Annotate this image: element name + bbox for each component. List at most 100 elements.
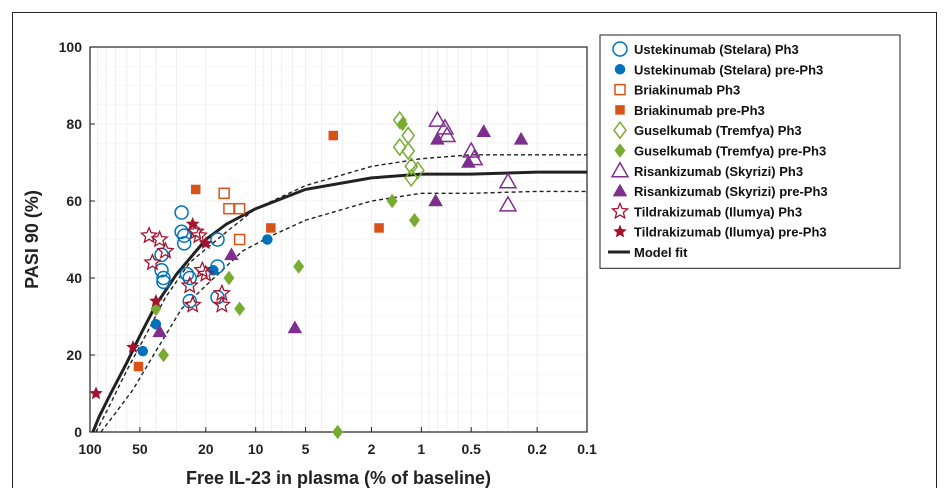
risankizumab-skyrizi-pre-ph3-point	[152, 324, 167, 338]
ustekinumab-stelara-pre-ph3-point	[208, 265, 219, 276]
guselkumab-tremfya-ph3-point	[404, 168, 419, 188]
tildrakizumab-ilumya-ph3-point	[193, 260, 212, 279]
legend-label-ustekinumab-stelara-ph3: Ustekinumab (Stelara) Ph3	[634, 42, 799, 57]
legend-marker-risankizumab-skyrizi-ph3	[610, 161, 630, 178]
tildrakizumab-ilumya-ph3-point	[143, 252, 162, 271]
guselkumab-tremfya-pre-ph3-point	[223, 270, 235, 286]
x-tick-label: 20	[198, 441, 214, 457]
guselkumab-tremfya-pre-ph3-point	[158, 347, 169, 363]
tildrakizumab-ilumya-pre-ph3-point	[126, 340, 140, 354]
risankizumab-skyrizi-ph3-point	[435, 118, 455, 135]
legend-marker-guselkumab-tremfya-ph3	[613, 120, 627, 140]
y-tick-label: 100	[59, 39, 83, 55]
briakinumab-ph3-point	[223, 202, 235, 215]
legend-label-briakinumab-pre-ph3: Briakinumab pre-Ph3	[634, 103, 765, 118]
model-fit-layer	[91, 154, 587, 433]
briakinumab-pre-ph3-point	[266, 223, 276, 233]
guselkumab-tremfya-ph3-point	[392, 137, 407, 157]
ustekinumab-stelara-ph3-point	[176, 236, 192, 251]
risankizumab-skyrizi-pre-ph3-point	[513, 131, 529, 145]
briakinumab-pre-ph3-point	[374, 223, 384, 233]
legend-label-risankizumab-skyrizi-ph3: Risankizumab (Skyrizi) Ph3	[634, 164, 803, 179]
ustekinumab-stelara-ph3-point	[176, 228, 192, 243]
guselkumab-tremfya-ph3-point	[410, 160, 425, 180]
legend-marker-tildrakizumab-ilumya-pre-ph3	[613, 224, 627, 238]
guselkumab-tremfya-ph3-point	[404, 157, 419, 176]
guselkumab-tremfya-pre-ph3-point	[386, 193, 398, 209]
y-tick-label: 20	[66, 347, 82, 363]
risankizumab-skyrizi-ph3-point	[498, 195, 518, 212]
guselkumab-tremfya-ph3-point	[401, 126, 416, 145]
y-tick-label: 0	[74, 424, 82, 440]
ustekinumab-stelara-ph3-point	[182, 293, 197, 309]
tildrakizumab-ilumya-pre-ph3-point	[185, 216, 200, 230]
briakinumab-ph3-point	[233, 233, 246, 246]
ustekinumab-stelara-ph3-point	[174, 224, 189, 240]
guselkumab-tremfya-pre-ph3-point	[409, 213, 420, 228]
legend-label-tildrakizumab-ilumya-ph3: Tildrakizumab (Ilumya) Ph3	[634, 204, 802, 219]
legend-label-guselkumab-tremfya-ph3: Guselkumab (Tremfya) Ph3	[634, 123, 802, 138]
ustekinumab-stelara-ph3-point	[154, 263, 169, 278]
briakinumab-pre-ph3-point	[328, 130, 339, 141]
briakinumab-ph3-point	[233, 202, 246, 215]
ustekinumab-stelara-ph3-point	[182, 270, 197, 286]
legend: Ustekinumab (Stelara) Ph3 Ustekinumab (St…	[599, 34, 901, 269]
briakinumab-ph3-point	[218, 187, 230, 200]
tick-labels: 100 50 20 10 5 2 1 0.5 0.2 0.1 0 20 40 60 80 100	[59, 39, 597, 457]
risankizumab-skyrizi-ph3-point	[498, 172, 518, 189]
tildrakizumab-ilumya-pre-ph3-point	[149, 293, 163, 307]
tildrakizumab-ilumya-ph3-point	[139, 226, 159, 244]
tildrakizumab-ilumya-ph3-point	[212, 295, 232, 313]
tildrakizumab-ilumya-pre-ph3-point	[89, 386, 103, 400]
x-tick-label: 2	[368, 441, 376, 457]
ustekinumab-stelara-pre-ph3-point	[137, 345, 149, 357]
guselkumab-tremfya-pre-ph3-point	[293, 259, 305, 274]
y-tick-label: 60	[66, 193, 82, 209]
ustekinumab-stelara-ph3-point	[210, 232, 225, 247]
ustekinumab-stelara-ph3-point	[179, 266, 195, 282]
briakinumab-pre-ph3-point	[190, 184, 201, 195]
x-tick-label: 1	[417, 441, 425, 457]
model-fit-curve	[91, 170, 587, 433]
risankizumab-skyrizi-ph3-point	[437, 126, 457, 143]
risankizumab-skyrizi-ph3-point	[464, 149, 484, 166]
tildrakizumab-ilumya-ph3-point	[183, 295, 202, 313]
x-tick-label: 0.2	[527, 441, 547, 457]
data-points-layer	[89, 110, 529, 440]
guselkumab-tremfya-ph3-point	[392, 110, 407, 130]
tildrakizumab-ilumya-ph3-point	[180, 276, 199, 294]
x-tick-label: 100	[78, 441, 102, 457]
risankizumab-skyrizi-pre-ph3-point	[476, 124, 492, 137]
risankizumab-skyrizi-pre-ph3-point	[461, 154, 476, 168]
legend-label-ustekinumab-stelara-pre-ph3: Ustekinumab (Stelara) pre-Ph3	[634, 62, 823, 77]
x-tick-label: 0.1	[577, 441, 597, 457]
guselkumab-tremfya-pre-ph3-point	[332, 424, 344, 440]
legend-marker-tildrakizumab-ilumya-ph3	[610, 201, 630, 220]
legend-marker-briakinumab-pre-ph3	[615, 105, 625, 115]
model-fit-ci-upper	[95, 154, 587, 433]
tildrakizumab-ilumya-ph3-point	[196, 264, 215, 282]
legend-label-risankizumab-skyrizi-pre-ph3: Risankizumab (Skyrizi) pre-Ph3	[634, 184, 828, 199]
x-axis-title: Free IL-23 in plasma (% of baseline)	[186, 468, 491, 488]
figure-frame	[12, 12, 937, 488]
risankizumab-skyrizi-pre-ph3-point	[428, 193, 443, 207]
guselkumab-tremfya-ph3-point	[401, 141, 416, 161]
risankizumab-skyrizi-pre-ph3-point	[224, 247, 239, 261]
legend-marker-risankizumab-skyrizi-pre-ph3	[612, 183, 628, 197]
tildrakizumab-ilumya-ph3-point	[156, 241, 175, 259]
ustekinumab-stelara-pre-ph3-point	[150, 318, 162, 330]
tildrakizumab-ilumya-ph3-point	[186, 222, 205, 240]
risankizumab-skyrizi-pre-ph3-point	[430, 131, 445, 145]
guselkumab-tremfya-pre-ph3-point	[397, 116, 408, 132]
grid-layer	[90, 46, 588, 433]
x-tick-label: 0.5	[461, 441, 481, 457]
y-axis-title: PASI 90 (%)	[22, 190, 42, 289]
risankizumab-skyrizi-ph3-point	[428, 110, 447, 127]
tildrakizumab-ilumya-ph3-point	[189, 226, 209, 244]
legend-marker-briakinumab-ph3	[614, 83, 626, 96]
ustekinumab-stelara-ph3-point	[156, 270, 171, 286]
legend-box	[599, 34, 901, 269]
ustekinumab-stelara-ph3-point	[174, 205, 189, 220]
tildrakizumab-ilumya-pre-ph3-point	[199, 236, 213, 250]
